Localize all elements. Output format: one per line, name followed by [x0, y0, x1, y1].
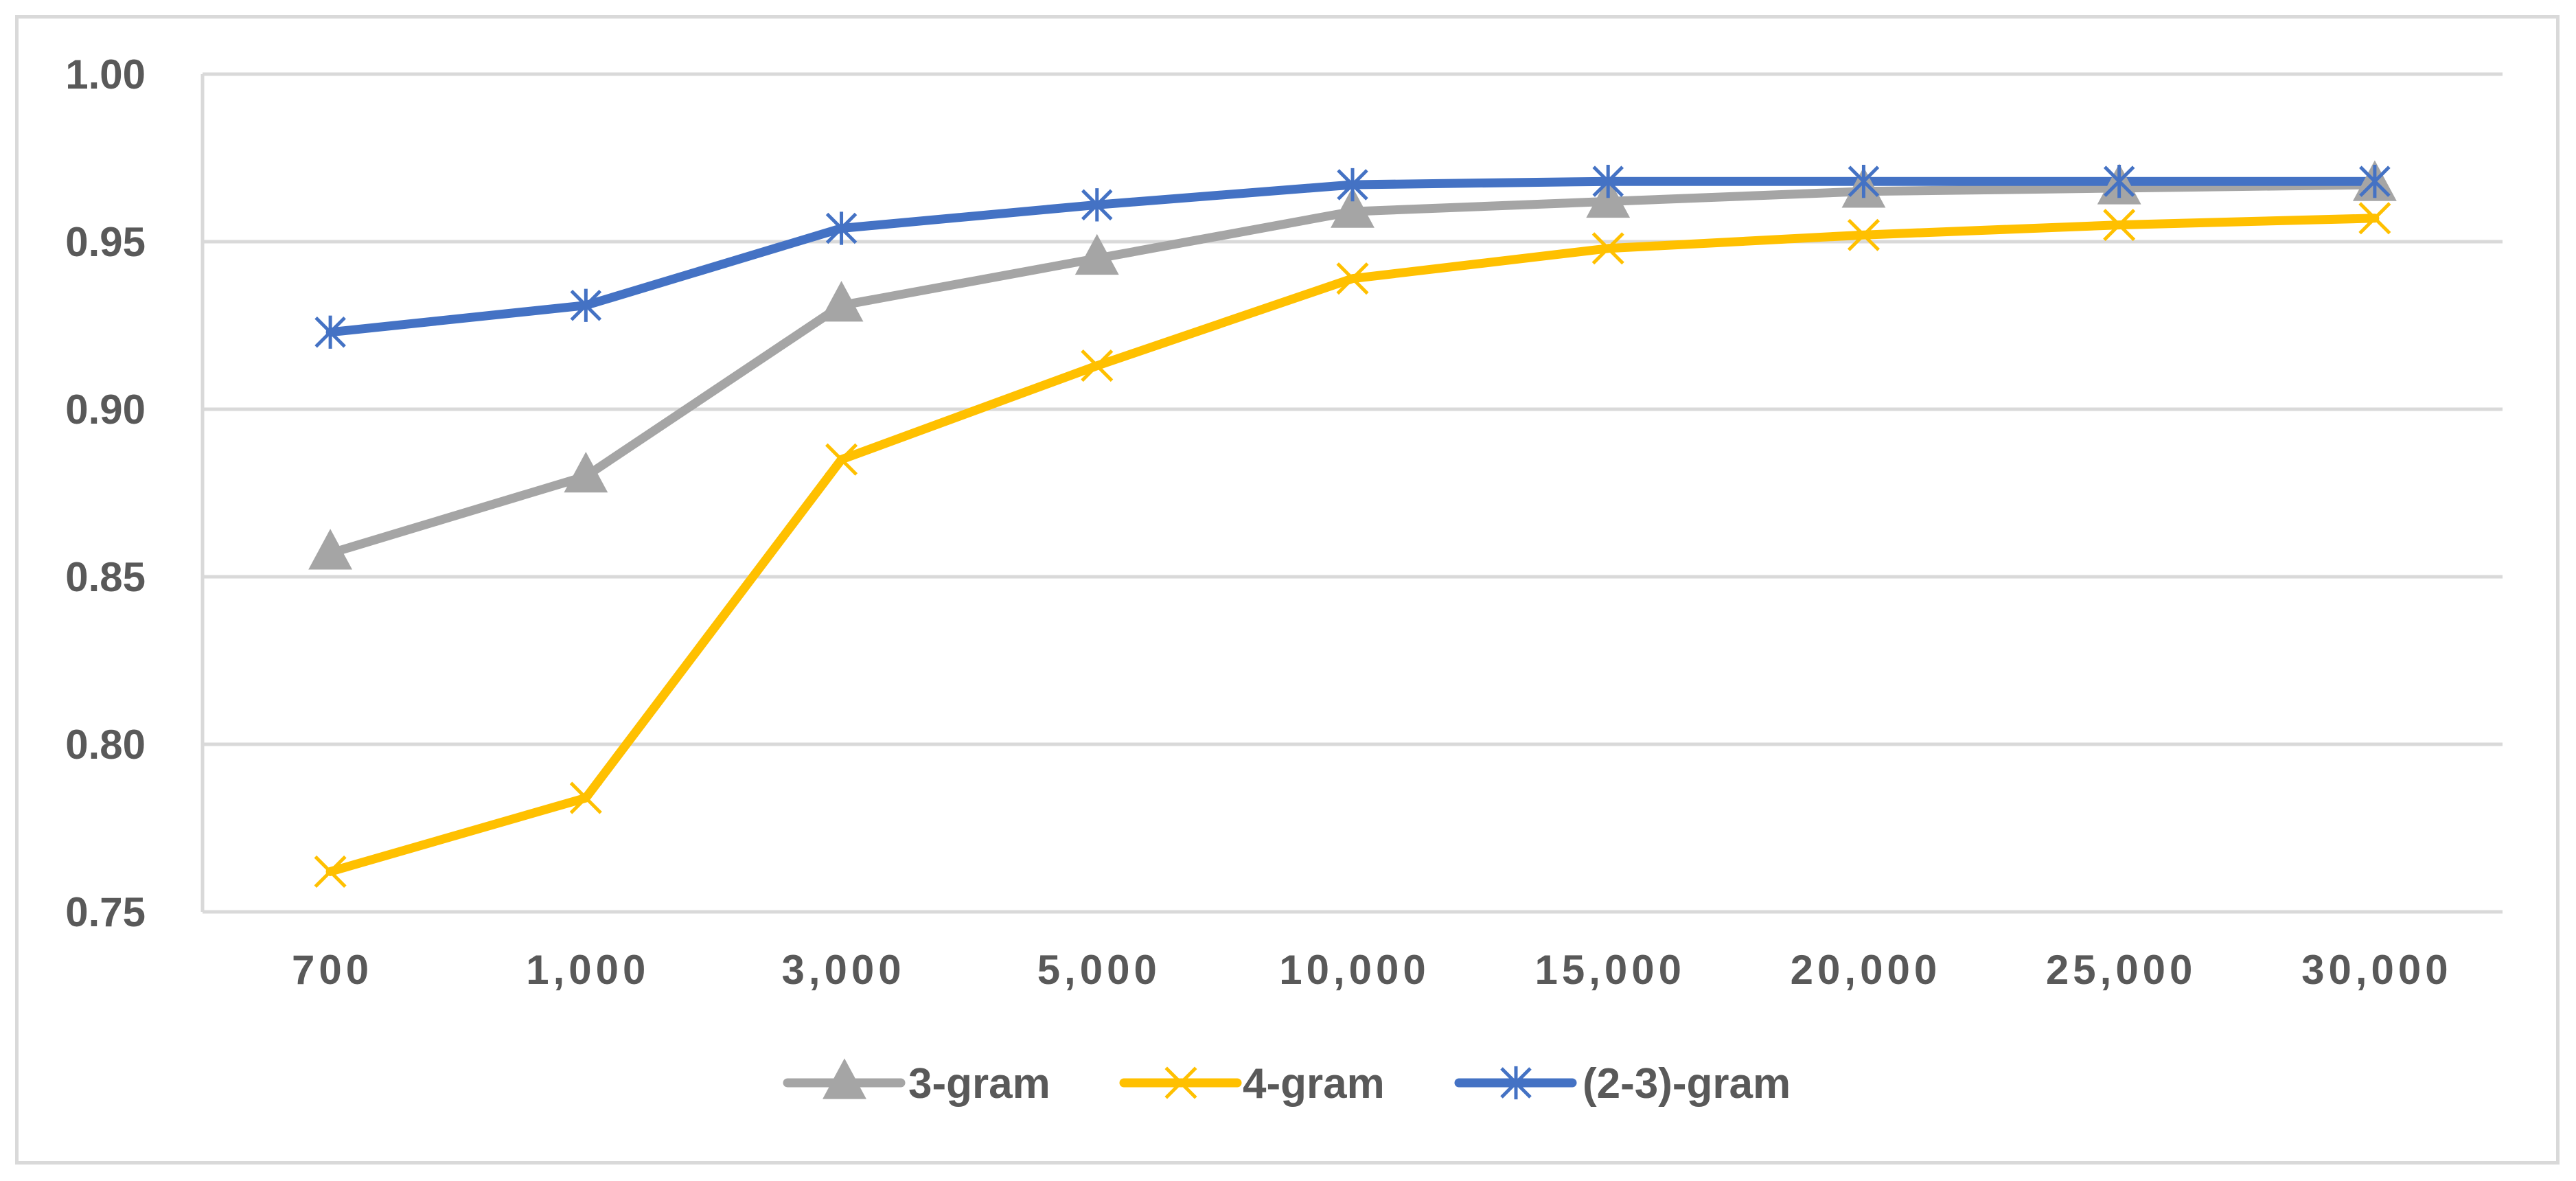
legend: 3-gram 4-gram (2-3)-gram	[783, 1058, 1791, 1108]
x-tick-label: 15,000	[1534, 947, 1686, 993]
data-point	[569, 781, 602, 814]
x-tick-label: 5,000	[1037, 947, 1161, 993]
legend-item: 4-gram	[1119, 1060, 1385, 1108]
data-point	[314, 855, 347, 888]
chart-frame	[15, 15, 2560, 1165]
data-point	[2359, 165, 2391, 198]
data-point	[2358, 202, 2391, 235]
series-markers	[308, 160, 2397, 888]
y-tick-label: 0.80	[65, 722, 146, 768]
data-point	[1336, 262, 1369, 295]
data-point	[819, 281, 864, 322]
series-markers-4-gram	[314, 202, 2391, 888]
legend-marker	[1500, 1066, 1532, 1100]
y-tick-label: 0.90	[65, 387, 146, 433]
data-point	[564, 452, 608, 493]
data-point	[1337, 168, 1368, 202]
data-point	[1331, 187, 1375, 228]
x-tick-label: 20,000	[1791, 947, 1942, 993]
y-tick-label: 0.85	[65, 554, 146, 600]
data-point	[308, 529, 353, 570]
data-point	[2103, 165, 2135, 198]
data-point	[825, 443, 858, 476]
legend-label: 3-gram	[908, 1060, 1050, 1108]
series-line-4-gram	[325, 214, 2380, 876]
legend-marker	[1164, 1066, 1197, 1099]
y-tick-label: 0.95	[65, 219, 146, 265]
data-point	[2103, 209, 2136, 242]
legend-marker	[823, 1058, 866, 1099]
legend-item: 3-gram	[783, 1058, 1050, 1108]
x-tick-label: 25,000	[2046, 947, 2197, 993]
x-tick-label: 30,000	[2301, 947, 2452, 993]
data-point	[314, 315, 346, 349]
y-tick-label: 1.00	[65, 51, 146, 98]
legend-label: 4-gram	[1243, 1060, 1385, 1108]
data-point	[1848, 165, 1880, 198]
data-point	[1592, 165, 1624, 198]
x-tick-label: 700	[292, 947, 373, 993]
legend-item: (2-3)-gram	[1454, 1060, 1791, 1108]
y-axis-tick-labels: 0.75 0.80 0.85 0.90 0.95 1.00	[65, 51, 146, 935]
data-point	[1074, 233, 1119, 275]
series-lines	[325, 176, 2380, 876]
data-point	[1081, 188, 1113, 222]
data-point	[825, 211, 858, 245]
data-point	[1847, 218, 1880, 251]
legend-label: (2-3)-gram	[1583, 1060, 1791, 1108]
gridlines	[200, 72, 2503, 914]
data-point	[1081, 349, 1114, 382]
x-tick-label: 10,000	[1279, 947, 1430, 993]
x-tick-label: 1,000	[526, 947, 649, 993]
series-markers-(2-3)-gram	[314, 165, 2391, 349]
y-tick-label: 0.75	[65, 889, 146, 935]
x-axis-tick-labels: 700 1,000 3,000 5,000 10,000 15,000 20,000 25,0…	[292, 947, 2452, 993]
x-tick-label: 3,000	[781, 947, 905, 993]
data-point	[1591, 232, 1624, 265]
data-point	[570, 288, 602, 322]
